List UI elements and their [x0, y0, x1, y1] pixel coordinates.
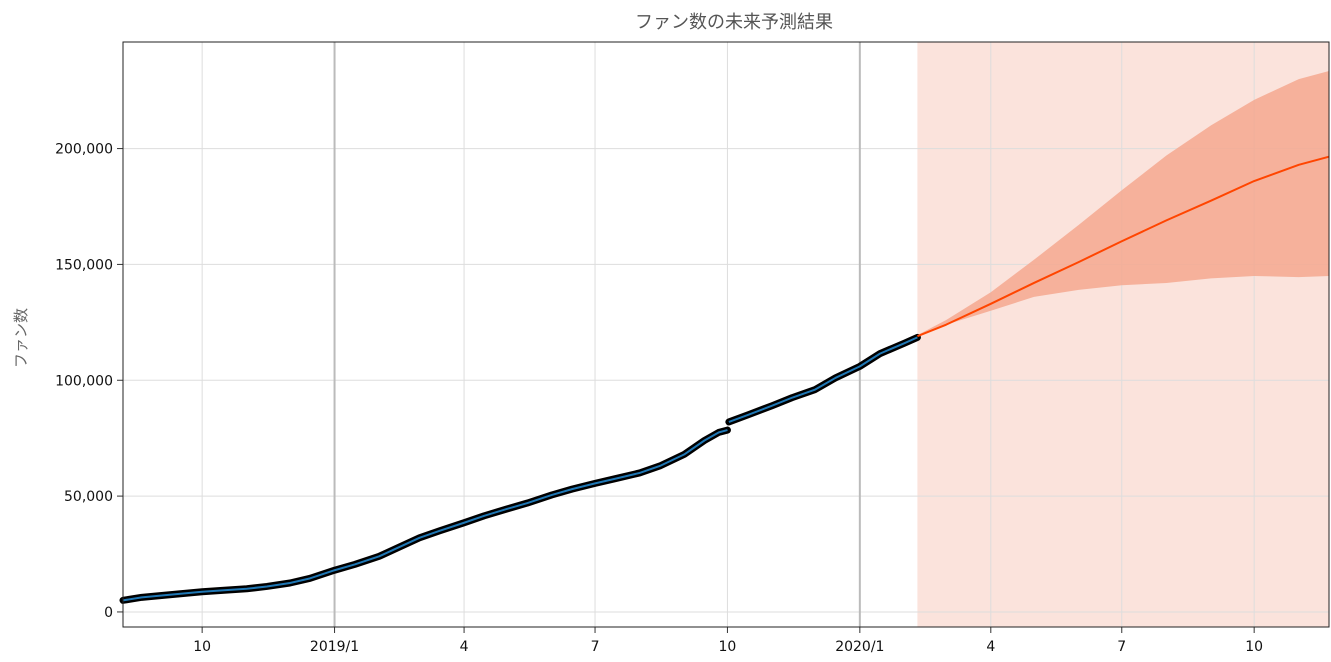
x-tick-label: 10 — [1245, 639, 1263, 655]
y-tick-label: 200,000 — [55, 142, 113, 158]
fitted-series-line — [122, 429, 728, 602]
x-tick-label: 4 — [460, 639, 469, 655]
x-tick-label: 7 — [1117, 639, 1126, 655]
y-axis-label: ファン数 — [12, 308, 30, 368]
y-tick-label: 100,000 — [55, 373, 113, 389]
plot-area: 0 50,000 100,000 150,000 200,000 10 2019/1 4 7 10… — [55, 41, 1330, 655]
chart-title: ファン数の未来予測結果 — [635, 12, 833, 33]
fitted-series-line — [728, 336, 918, 423]
y-tick-label: 0 — [104, 605, 113, 621]
x-tick-label: 10 — [193, 639, 211, 655]
observed-series-line — [119, 426, 731, 604]
y-tick-label: 150,000 — [55, 257, 113, 273]
x-tick-label: 2019/1 — [310, 639, 359, 655]
forecast-series-line — [917, 155, 1330, 338]
forecast-uncertainty-band — [917, 70, 1329, 337]
x-tick-label: 7 — [591, 639, 600, 655]
x-tick-label: 4 — [986, 639, 995, 655]
x-tick-label: 2020/1 — [835, 639, 884, 655]
plot-frame — [122, 41, 1330, 628]
x-tick-label: 10 — [719, 639, 737, 655]
y-tick-label: 50,000 — [64, 489, 113, 505]
